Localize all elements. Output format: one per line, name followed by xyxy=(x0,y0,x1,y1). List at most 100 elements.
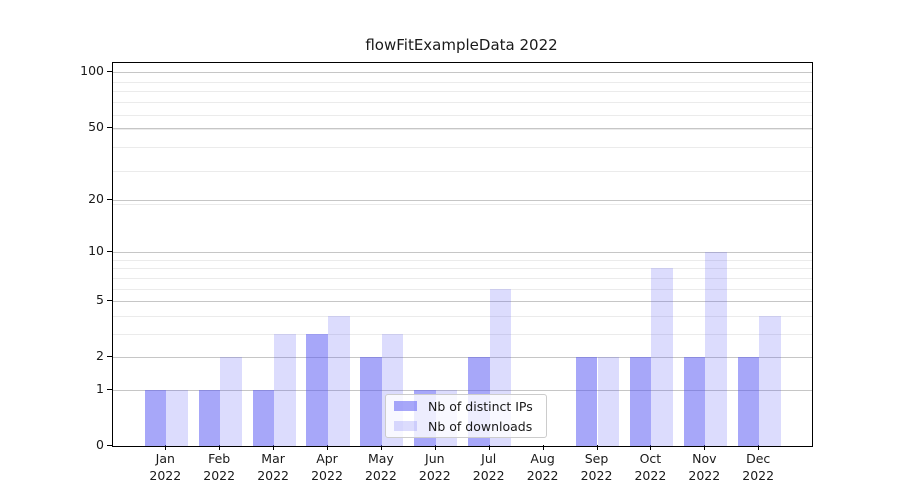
minor-gridline xyxy=(113,268,812,270)
x-tick-label: Feb 2022 xyxy=(187,450,251,484)
x-tick-month: May xyxy=(367,451,394,466)
legend-entry: Nb of downloads xyxy=(386,416,546,436)
y-tick-label: 100 xyxy=(80,63,104,79)
x-tick-year: 2022 xyxy=(472,468,505,483)
x-tick-mark xyxy=(165,445,167,450)
legend: Nb of distinct IPs Nb of downloads xyxy=(385,394,547,438)
x-tick-month: Jan xyxy=(155,451,175,466)
x-tick-year: 2022 xyxy=(634,468,667,483)
x-tick-mark xyxy=(758,445,760,450)
major-gridline xyxy=(113,389,812,391)
y-tick-mark xyxy=(107,356,112,358)
bar-downloads xyxy=(759,315,781,446)
x-tick-month: Nov xyxy=(692,451,717,466)
x-tick-mark xyxy=(488,445,490,450)
x-tick-year: 2022 xyxy=(203,468,236,483)
x-tick-label: May 2022 xyxy=(349,450,413,484)
x-tick-label: Dec 2022 xyxy=(726,450,790,484)
x-tick-year: 2022 xyxy=(742,468,775,483)
major-gridline xyxy=(113,251,812,253)
x-tick-mark xyxy=(273,445,275,450)
y-tick-label: 5 xyxy=(96,292,104,307)
x-tick-mark xyxy=(380,445,382,450)
bar-distinct-ips xyxy=(629,357,652,446)
bar-distinct-ips xyxy=(252,389,275,446)
x-tick-label: Jun 2022 xyxy=(403,450,467,484)
x-tick-year: 2022 xyxy=(688,468,721,483)
x-tick-month: Jun xyxy=(425,451,445,466)
y-tick-label: 20 xyxy=(88,190,104,206)
x-tick-year: 2022 xyxy=(364,468,397,483)
x-tick-label: Oct 2022 xyxy=(618,450,682,484)
legend-swatch-downloads xyxy=(394,421,417,431)
minor-gridline xyxy=(113,102,812,104)
minor-gridline xyxy=(113,91,812,93)
bar-distinct-ips xyxy=(683,357,706,446)
major-gridline xyxy=(113,127,812,129)
bar-distinct-ips xyxy=(575,357,598,446)
minor-gridline xyxy=(113,203,812,205)
y-tick-label: 0 xyxy=(96,437,104,452)
bar-distinct-ips xyxy=(360,357,382,446)
y-tick-mark xyxy=(107,300,112,301)
x-tick-year: 2022 xyxy=(526,468,559,483)
y-tick-label: 50 xyxy=(88,118,104,134)
legend-entry-label: Nb of downloads xyxy=(428,418,533,434)
x-tick-label: Nov 2022 xyxy=(672,450,736,484)
minor-gridline xyxy=(113,114,812,116)
minor-gridline xyxy=(113,277,812,279)
major-gridline xyxy=(113,301,812,302)
y-tick-mark xyxy=(107,71,112,73)
y-tick-mark xyxy=(107,388,112,390)
y-tick-label: 2 xyxy=(96,348,104,364)
x-tick-month: Sep xyxy=(584,451,609,466)
x-tick-year: 2022 xyxy=(311,468,343,483)
bar-distinct-ips xyxy=(306,333,328,446)
minor-gridline xyxy=(113,170,812,172)
bar-distinct-ips xyxy=(144,389,167,446)
x-tick-label: Jan 2022 xyxy=(133,450,197,484)
x-tick-mark xyxy=(434,445,436,450)
minor-gridline xyxy=(113,129,812,131)
plot-area: Nb of distinct IPs Nb of downloads xyxy=(112,62,813,447)
bar-downloads xyxy=(651,268,673,446)
x-tick-label: Jul 2022 xyxy=(457,450,521,484)
bar-downloads xyxy=(328,315,350,446)
legend-swatch-distinct-ips xyxy=(394,401,417,411)
x-tick-month: Dec xyxy=(746,451,771,466)
y-tick-mark xyxy=(107,250,112,252)
major-gridline xyxy=(113,199,812,201)
chart-title: flowFitExampleData 2022 xyxy=(365,36,558,54)
x-tick-month: Jul xyxy=(481,451,497,466)
x-tick-mark xyxy=(650,445,652,450)
x-tick-year: 2022 xyxy=(257,468,289,483)
x-tick-month: Apr xyxy=(316,451,338,466)
bar-distinct-ips xyxy=(737,357,760,446)
bar-downloads xyxy=(274,333,296,446)
x-tick-mark xyxy=(327,445,328,450)
x-tick-label: Apr 2022 xyxy=(295,450,359,484)
x-tick-year: 2022 xyxy=(580,468,613,483)
x-tick-label: Aug 2022 xyxy=(511,450,575,484)
x-tick-mark xyxy=(542,445,544,450)
x-tick-month: Feb xyxy=(208,451,231,466)
legend-entry: Nb of distinct IPs xyxy=(386,396,546,416)
bar-downloads xyxy=(597,357,620,446)
y-tick-label: 10 xyxy=(88,242,104,258)
x-tick-mark xyxy=(219,445,221,450)
x-tick-month: Oct xyxy=(639,451,662,466)
x-tick-label: Sep 2022 xyxy=(565,450,629,484)
y-tick-mark xyxy=(107,445,112,446)
minor-gridline xyxy=(113,315,812,317)
x-tick-label: Mar 2022 xyxy=(241,450,305,484)
legend-entry-label: Nb of distinct IPs xyxy=(428,398,533,414)
bar-downloads xyxy=(705,251,727,446)
y-tick-label: 1 xyxy=(96,380,104,396)
y-tick-mark xyxy=(107,198,112,200)
minor-gridline xyxy=(113,259,812,261)
x-tick-month: Aug xyxy=(530,451,555,466)
minor-gridline xyxy=(113,81,812,83)
x-tick-year: 2022 xyxy=(418,468,451,483)
bar-downloads xyxy=(220,357,242,446)
